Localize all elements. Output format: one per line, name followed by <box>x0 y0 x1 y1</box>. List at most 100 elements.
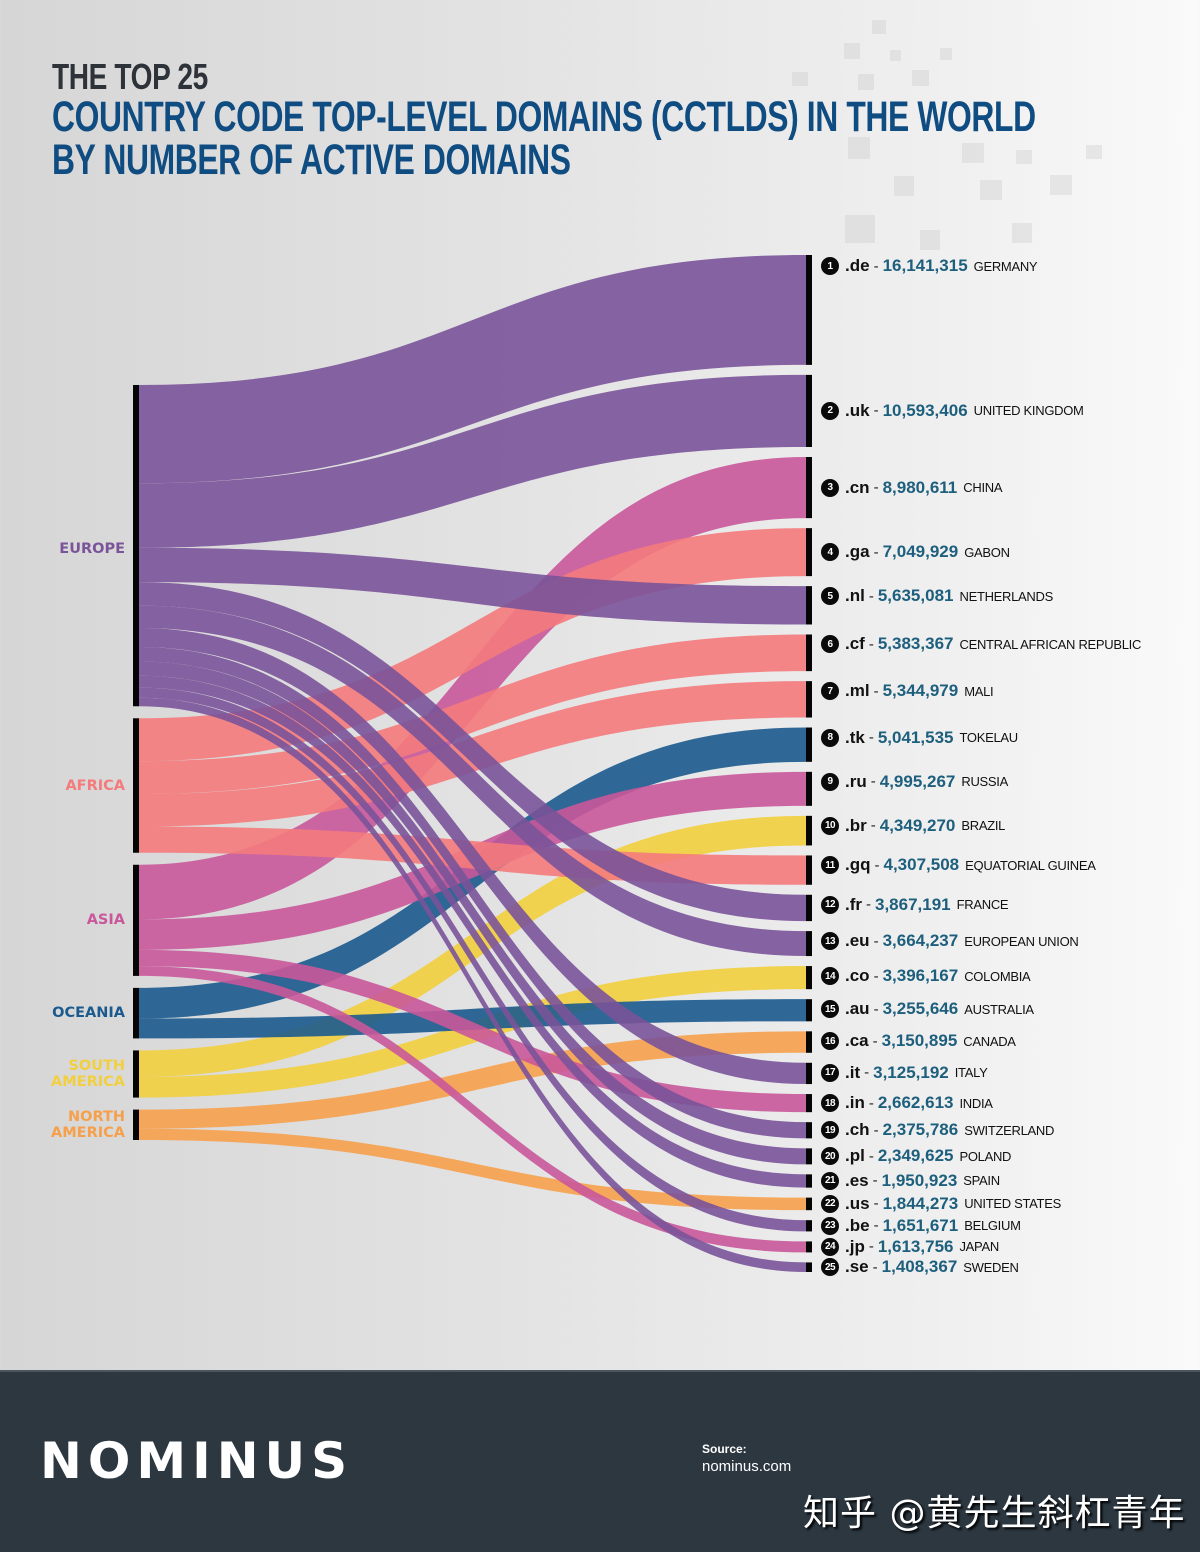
country-name: GERMANY <box>973 258 1038 274</box>
country-name: CHINA <box>963 480 1003 496</box>
flow-layer <box>139 255 806 1272</box>
rank-badge: 9 <box>821 772 839 791</box>
domain-count: 1,613,756 <box>877 1236 954 1256</box>
country-name: RUSSIA <box>961 774 1008 790</box>
separator: - <box>864 1064 870 1082</box>
domain-count: 1,408,367 <box>881 1257 958 1277</box>
country-name: NETHERLANDS <box>959 588 1053 604</box>
rank-badge: 23 <box>821 1216 839 1235</box>
title-line-1: COUNTRY CODE TOP-LEVEL DOMAINS (CCTLDS) … <box>52 93 1036 141</box>
tld-label: .fr <box>845 894 862 914</box>
tld-label: .br <box>845 815 867 835</box>
domain-count: 1,651,671 <box>882 1215 959 1235</box>
rank-row: 16 .ca -3,150,895 CANADA <box>821 1031 1016 1051</box>
tld-label: .se <box>845 1257 869 1277</box>
country-name: MALI <box>964 683 994 699</box>
rank-badge: 20 <box>821 1147 839 1166</box>
flow-europe-to-be <box>139 687 806 1232</box>
rank-row: 22 .us -1,844,273 UNITED STATES <box>821 1194 1061 1214</box>
rank-badge: 10 <box>821 816 839 835</box>
domain-bar-ml <box>806 681 812 718</box>
country-name: CENTRAL AFRICAN REPUBLIC <box>959 636 1142 652</box>
separator: - <box>873 1217 879 1235</box>
rank-row: 10 .br -4,349,270 BRAZIL <box>821 816 1005 836</box>
country-name: TOKELAU <box>959 730 1018 746</box>
country-name: FRANCE <box>956 897 1009 913</box>
domain-count: 7,049,929 <box>882 542 959 562</box>
country-name: EQUATORIAL GUINEA <box>965 857 1096 873</box>
region-label-oceania: OCEANIA <box>52 1005 125 1021</box>
title-top: THE TOP 25 <box>52 56 208 97</box>
rank-badge: 5 <box>821 587 839 606</box>
separator: - <box>870 817 876 835</box>
domain-bar-ga <box>806 528 812 577</box>
flow-europe-to-es <box>139 675 806 1188</box>
domain-bar-ca <box>806 1031 812 1053</box>
rank-row: 20 .pl -2,349,625 POLAND <box>821 1146 1011 1166</box>
separator: - <box>874 856 880 874</box>
domain-count: 3,150,895 <box>881 1031 958 1051</box>
rank-row: 12 .fr -3,867,191 FRANCE <box>821 894 1009 915</box>
tld-label: .ca <box>845 1031 869 1051</box>
rank-row: 6 .cf -5,383,367 CENTRAL AFRICAN REPUBLIC <box>821 634 1141 654</box>
domain-bar-nl <box>806 586 812 625</box>
domain-count: 5,041,535 <box>877 727 954 747</box>
country-name: UNITED KINGDOM <box>973 403 1084 419</box>
tld-label: .it <box>845 1062 861 1082</box>
region-label-africa: AFRICA <box>65 778 125 794</box>
domain-bar-us <box>806 1197 812 1211</box>
rank-badge: 1 <box>821 257 839 275</box>
tld-label: .tk <box>845 727 865 747</box>
flow-asia-to-jp <box>139 966 806 1253</box>
region-label-line: ASIA <box>86 912 125 929</box>
rank-row: 18 .in -2,662,613 INDIA <box>821 1093 993 1113</box>
rank-row: 23 .be -1,651,671 BELGIUM <box>821 1216 1021 1236</box>
rank-row: 2 .uk -10,593,406 UNITED KINGDOM <box>821 401 1084 421</box>
flow-europe-to-fr <box>139 582 806 922</box>
rank-badge: 15 <box>821 1000 839 1019</box>
region-bars <box>133 385 139 1140</box>
region-label-line: AMERICA <box>51 1124 125 1141</box>
domain-bar-pl <box>806 1148 812 1165</box>
rank-badge: 18 <box>821 1094 839 1113</box>
tld-label: .ru <box>845 771 867 791</box>
separator: - <box>868 587 874 605</box>
domain-count: 2,375,786 <box>882 1120 959 1140</box>
rank-row: 21 .es -1,950,923 SPAIN <box>821 1171 1000 1191</box>
rank-badge: 22 <box>821 1194 839 1213</box>
tld-label: .de <box>845 256 870 275</box>
rank-badge: 25 <box>821 1258 839 1277</box>
tld-label: .es <box>845 1170 869 1190</box>
tld-label: .ch <box>845 1120 870 1140</box>
tld-label: .ga <box>845 542 870 562</box>
title-line-2: BY NUMBER OF ACTIVE DOMAINS <box>52 136 571 184</box>
domain-count: 3,255,646 <box>882 999 959 1019</box>
separator: - <box>868 1238 874 1256</box>
domain-bar-eu <box>806 931 812 957</box>
domain-count: 10,593,406 <box>882 400 968 420</box>
region-label-asia: ASIA <box>87 912 125 928</box>
region-label-line: OCEANIA <box>52 1005 125 1022</box>
rank-badge: 19 <box>821 1121 839 1140</box>
rank-badge: 12 <box>821 895 839 914</box>
domain-count: 4,307,508 <box>883 855 960 875</box>
domain-bar-in <box>806 1094 812 1113</box>
separator: - <box>873 1000 879 1018</box>
rank-row: 9 .ru -4,995,267 RUSSIA <box>821 772 1008 792</box>
country-name: JAPAN <box>959 1239 999 1255</box>
separator: - <box>873 1121 879 1139</box>
flow-europe-to-eu <box>139 605 806 957</box>
country-name: SPAIN <box>963 1173 1000 1189</box>
rank-row: 15 .au -3,255,646 AUSTRALIA <box>821 999 1034 1019</box>
domain-bar-ru <box>806 771 812 806</box>
tld-label: .cn <box>845 477 870 497</box>
domain-bars <box>806 255 812 1272</box>
domain-bar-uk <box>806 374 812 447</box>
domain-count: 5,635,081 <box>877 586 954 606</box>
region-label-line: EUROPE <box>59 540 125 557</box>
rank-badge: 16 <box>821 1032 839 1051</box>
source-link[interactable]: nominus.com <box>702 1458 792 1475</box>
region-bar-asia <box>133 864 139 976</box>
tld-label: .eu <box>845 931 870 951</box>
region-label-line: AMERICA <box>51 1074 125 1090</box>
